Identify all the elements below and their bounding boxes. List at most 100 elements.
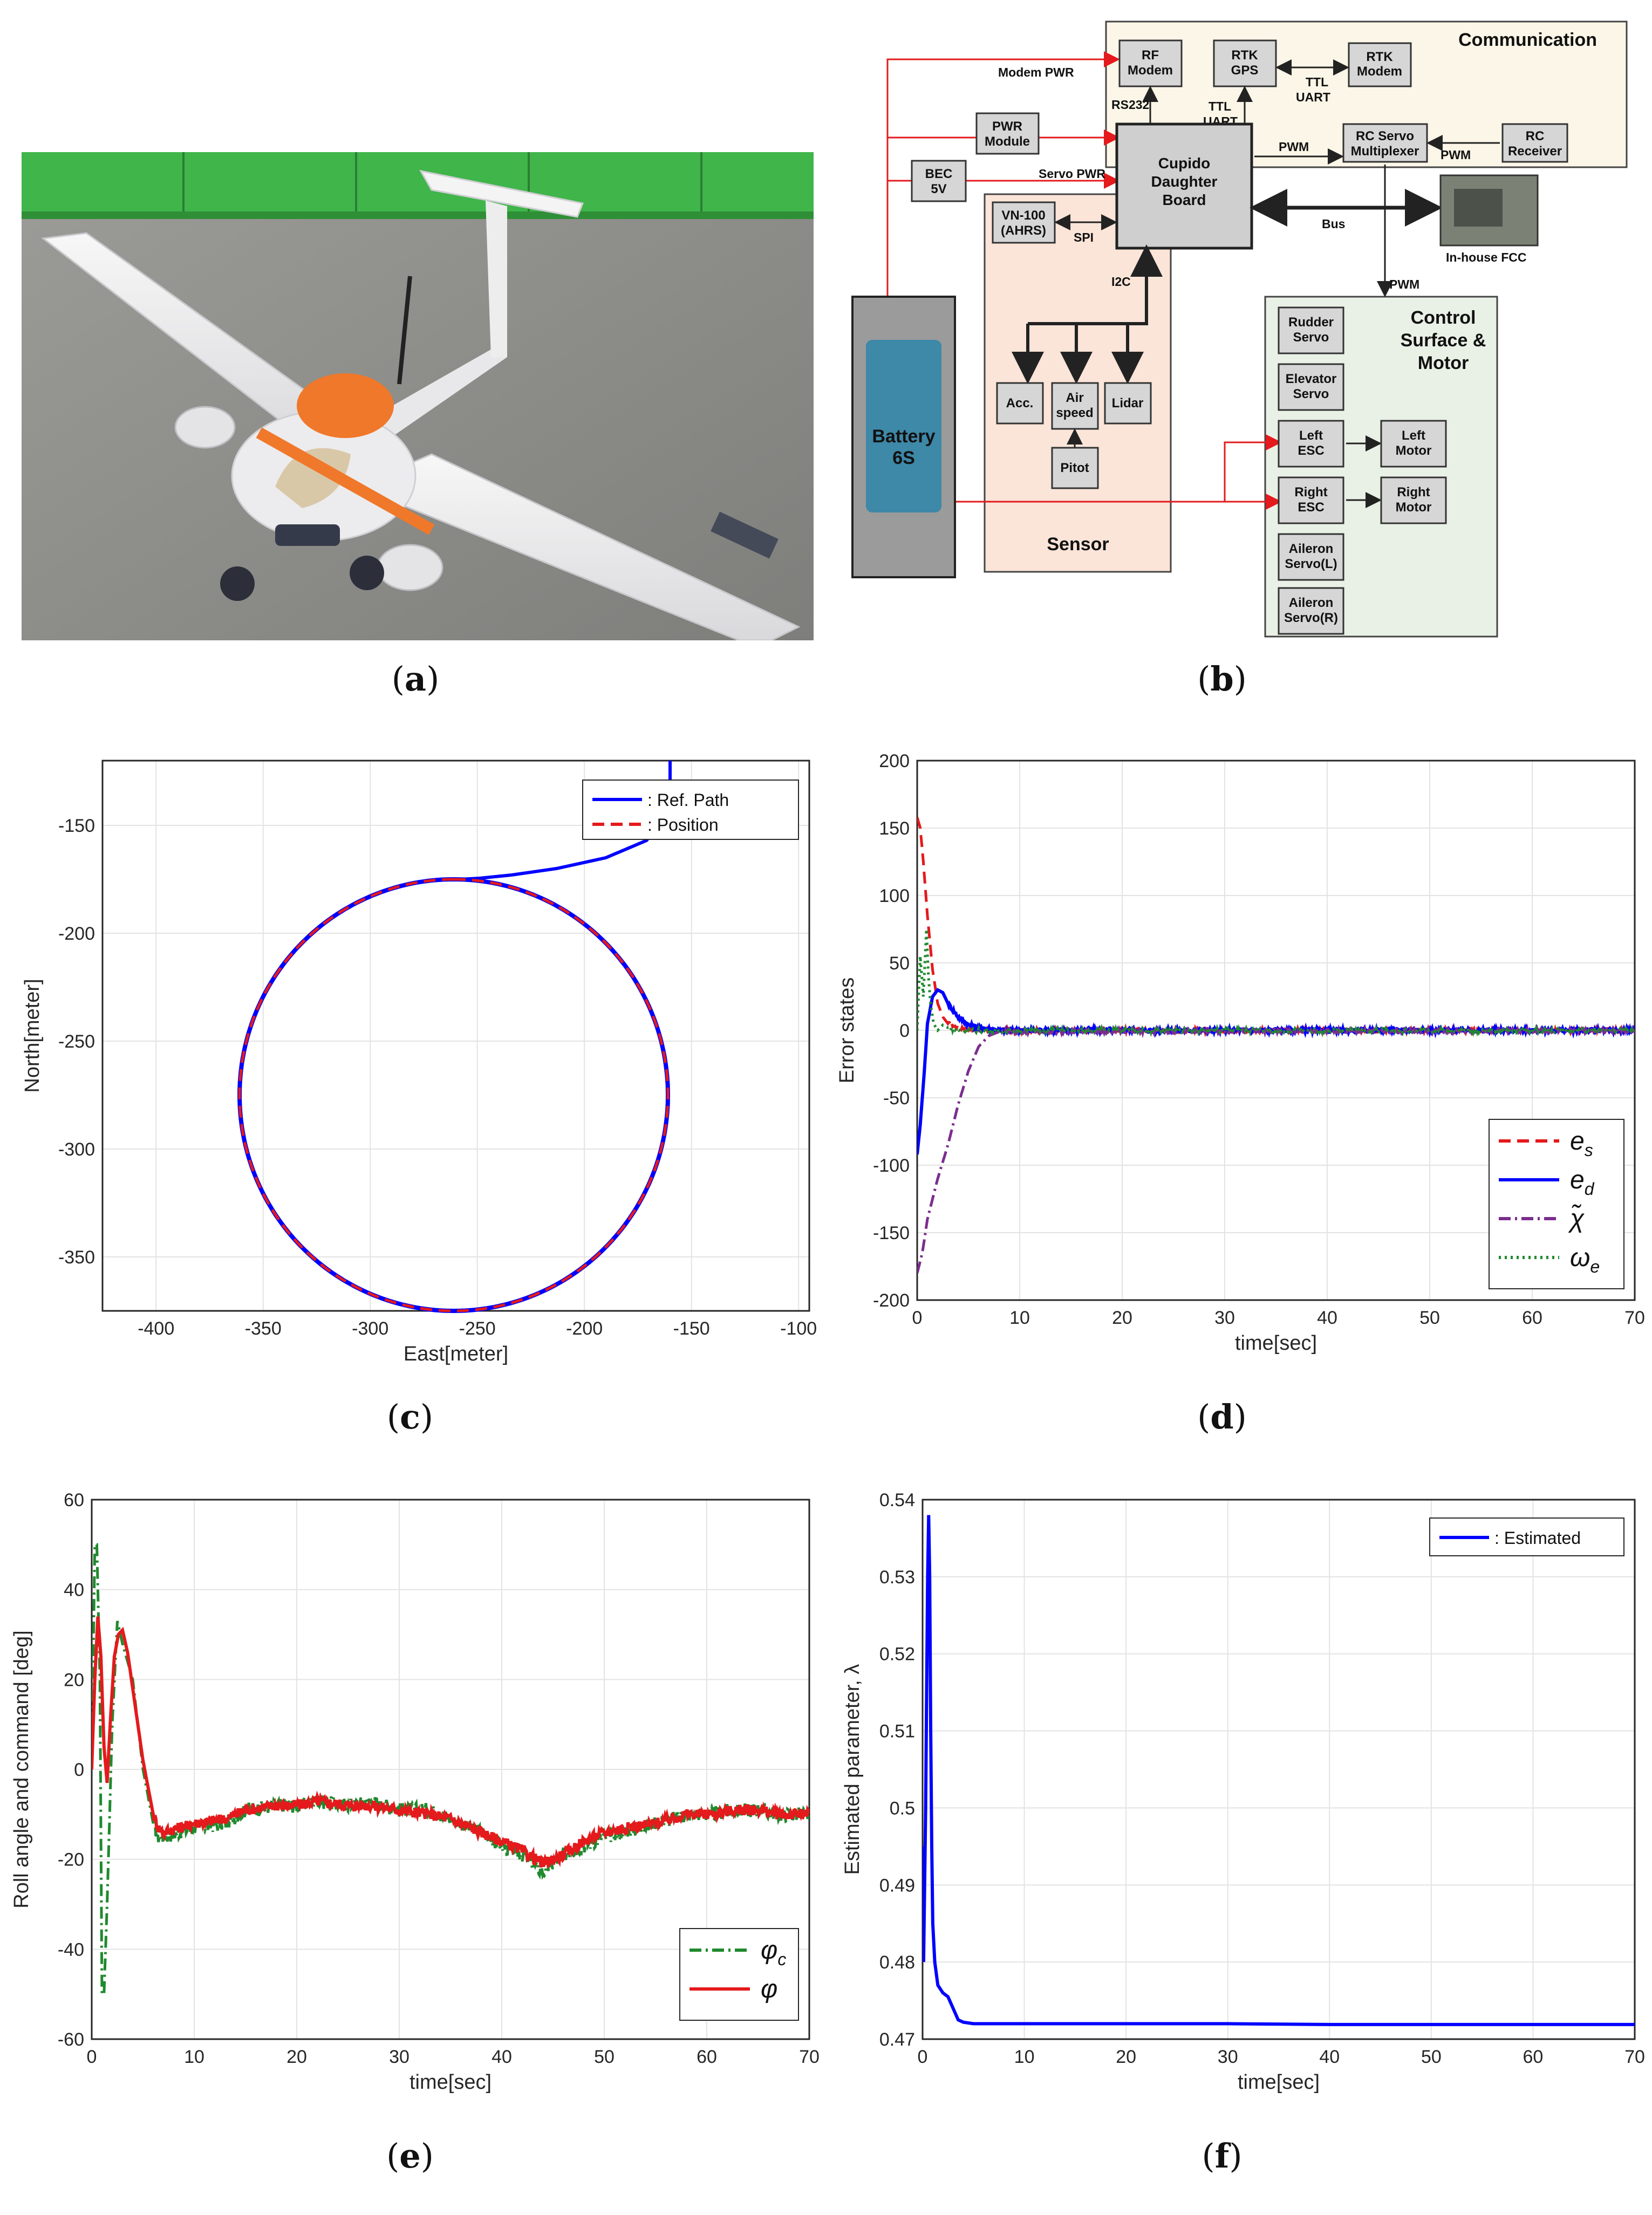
x-tick-label: 50 bbox=[1421, 2047, 1442, 2067]
inhouse-fcc-label: In-house FCC bbox=[1446, 250, 1527, 264]
rc-receiver-label-1: RC bbox=[1526, 129, 1545, 143]
y-axis-label: Estimated parameter, λ bbox=[841, 1664, 864, 1875]
y-tick-label: -200 bbox=[58, 924, 95, 944]
elevator-servo-box bbox=[1278, 363, 1344, 411]
bec-label-2: 5V bbox=[931, 182, 946, 196]
airspeed-box bbox=[1051, 382, 1099, 430]
x-tick-label: 0 bbox=[87, 2047, 97, 2067]
legend-label: : Ref. Path bbox=[647, 790, 729, 810]
acc-box bbox=[996, 382, 1044, 425]
position-circle-line bbox=[238, 878, 670, 1312]
y-tick-label: 0 bbox=[899, 1021, 910, 1041]
y-tick-label: 20 bbox=[64, 1670, 84, 1690]
airspeed-label-1: Air bbox=[1066, 391, 1083, 405]
control-title-3: Motor bbox=[1418, 353, 1469, 373]
pwr-module-box bbox=[975, 112, 1040, 155]
y-tick-label: -20 bbox=[58, 1850, 84, 1870]
rtk-modem-box bbox=[1348, 42, 1412, 87]
x-tick-label: 70 bbox=[1624, 1308, 1645, 1328]
cupido-board-box bbox=[1115, 122, 1253, 250]
y-tick-label: -50 bbox=[883, 1088, 910, 1109]
right-motor-label-1: Right bbox=[1397, 485, 1430, 500]
y-tick-label: 0.51 bbox=[879, 1721, 915, 1742]
aileron-r-box bbox=[1278, 587, 1344, 635]
battery-pack bbox=[866, 340, 941, 512]
rf-modem-label-1: RF bbox=[1142, 48, 1159, 63]
x-axis-label: time[sec] bbox=[1235, 1332, 1317, 1355]
rtk-gps-label-1: RTK bbox=[1231, 48, 1258, 63]
panel-label-f: (f) bbox=[1202, 2136, 1243, 2176]
x-tick-label: -100 bbox=[780, 1318, 817, 1339]
left-motor-label-1: Left bbox=[1402, 428, 1425, 443]
series-group bbox=[92, 1543, 809, 1996]
panel-label-a: (a) bbox=[391, 659, 440, 699]
legend-box bbox=[679, 1928, 799, 2021]
y-tick-label: 40 bbox=[64, 1580, 84, 1601]
rtk-gps-label-2: GPS bbox=[1231, 63, 1259, 78]
right-motor-box bbox=[1380, 476, 1447, 524]
ttl-label-right: TTL bbox=[1306, 75, 1328, 89]
panel-label-e: (e) bbox=[386, 2136, 434, 2176]
pwr-module-label-1: PWR bbox=[992, 119, 1022, 134]
battery-label-2: 6S bbox=[892, 448, 915, 468]
rc-receiver-box bbox=[1501, 123, 1568, 163]
rc-receiver-label-2: Receiver bbox=[1508, 144, 1562, 159]
x-tick-label: 60 bbox=[1522, 1308, 1542, 1328]
fcc-chip bbox=[1454, 189, 1503, 227]
y-tick-label: -150 bbox=[873, 1223, 910, 1243]
servo-pwr-label: Servo PWR bbox=[1039, 167, 1105, 181]
system-block-diagram: .box { fill:#d6d6d6; stroke:#333; stroke… bbox=[851, 20, 1628, 638]
aileron-r-label-1: Aileron bbox=[1289, 596, 1334, 610]
rudder-label-2: Servo bbox=[1293, 330, 1329, 345]
right-motor-label-2: Motor bbox=[1396, 500, 1432, 515]
legend-label: ωe bbox=[1570, 1243, 1600, 1276]
y-tick-label: -40 bbox=[58, 1939, 84, 1960]
series-line-1 bbox=[92, 1616, 809, 1869]
ttl-label-left: TTL bbox=[1209, 99, 1231, 113]
rtk-modem-label-2: Modem bbox=[1357, 64, 1402, 79]
series-group bbox=[917, 817, 1635, 1274]
x-tick-label: -300 bbox=[352, 1318, 388, 1339]
elevator-label-1: Elevator bbox=[1286, 372, 1337, 386]
x-tick-label: 20 bbox=[1116, 2047, 1136, 2067]
panel-label-d: (d) bbox=[1197, 1397, 1247, 1437]
lidar-box bbox=[1104, 382, 1152, 425]
y-axis-label: Error states bbox=[836, 977, 858, 1083]
rs232-label: RS232 bbox=[1111, 98, 1149, 112]
x-tick-label: 40 bbox=[491, 2047, 512, 2067]
y-tick-label: 150 bbox=[879, 818, 910, 839]
legend-label: φc bbox=[761, 1936, 786, 1969]
left-motor-label-2: Motor bbox=[1396, 443, 1432, 458]
right-esc-label-2: ESC bbox=[1298, 500, 1324, 515]
rtk-modem-label-1: RTK bbox=[1366, 50, 1393, 64]
left-esc-box bbox=[1278, 420, 1344, 468]
y-tick-label: 200 bbox=[879, 751, 910, 771]
pitot-box bbox=[1051, 447, 1099, 489]
x-tick-label: -250 bbox=[459, 1318, 496, 1339]
y-axis-label: Roll angle and command [deg] bbox=[10, 1630, 33, 1908]
legend-label: : Position bbox=[647, 815, 719, 835]
lidar-label: Lidar bbox=[1112, 396, 1144, 411]
sensor-title: Sensor bbox=[1047, 534, 1109, 555]
bus-label: Bus bbox=[1322, 217, 1345, 231]
x-tick-label: 50 bbox=[1419, 1308, 1440, 1328]
x-tick-label: 0 bbox=[918, 2047, 928, 2067]
x-tick-label: 60 bbox=[697, 2047, 717, 2067]
left-motor-box bbox=[1380, 420, 1447, 468]
pwm-label-2: PWM bbox=[1441, 148, 1471, 162]
vn100-label-1: VN-100 bbox=[1001, 208, 1045, 223]
x-tick-label: -200 bbox=[566, 1318, 603, 1339]
modem-pwr-label: Modem PWR bbox=[998, 65, 1074, 79]
airspeed-label-2: speed bbox=[1056, 406, 1093, 420]
x-tick-label: 70 bbox=[1624, 2047, 1645, 2067]
y-tick-label: 0.5 bbox=[890, 1798, 915, 1819]
y-tick-label: 0.48 bbox=[879, 1952, 915, 1973]
x-tick-label: -400 bbox=[138, 1318, 174, 1339]
legend-label: ed bbox=[1570, 1166, 1595, 1199]
y-tick-label: 0.54 bbox=[879, 1490, 915, 1510]
rc-servo-mux-label-2: Multiplexer bbox=[1351, 144, 1419, 159]
x-tick-label: 40 bbox=[1317, 1308, 1337, 1328]
x-tick-label: 30 bbox=[1218, 2047, 1238, 2067]
x-tick-label: 20 bbox=[286, 2047, 307, 2067]
legend-label: χ̃ bbox=[1568, 1204, 1585, 1233]
